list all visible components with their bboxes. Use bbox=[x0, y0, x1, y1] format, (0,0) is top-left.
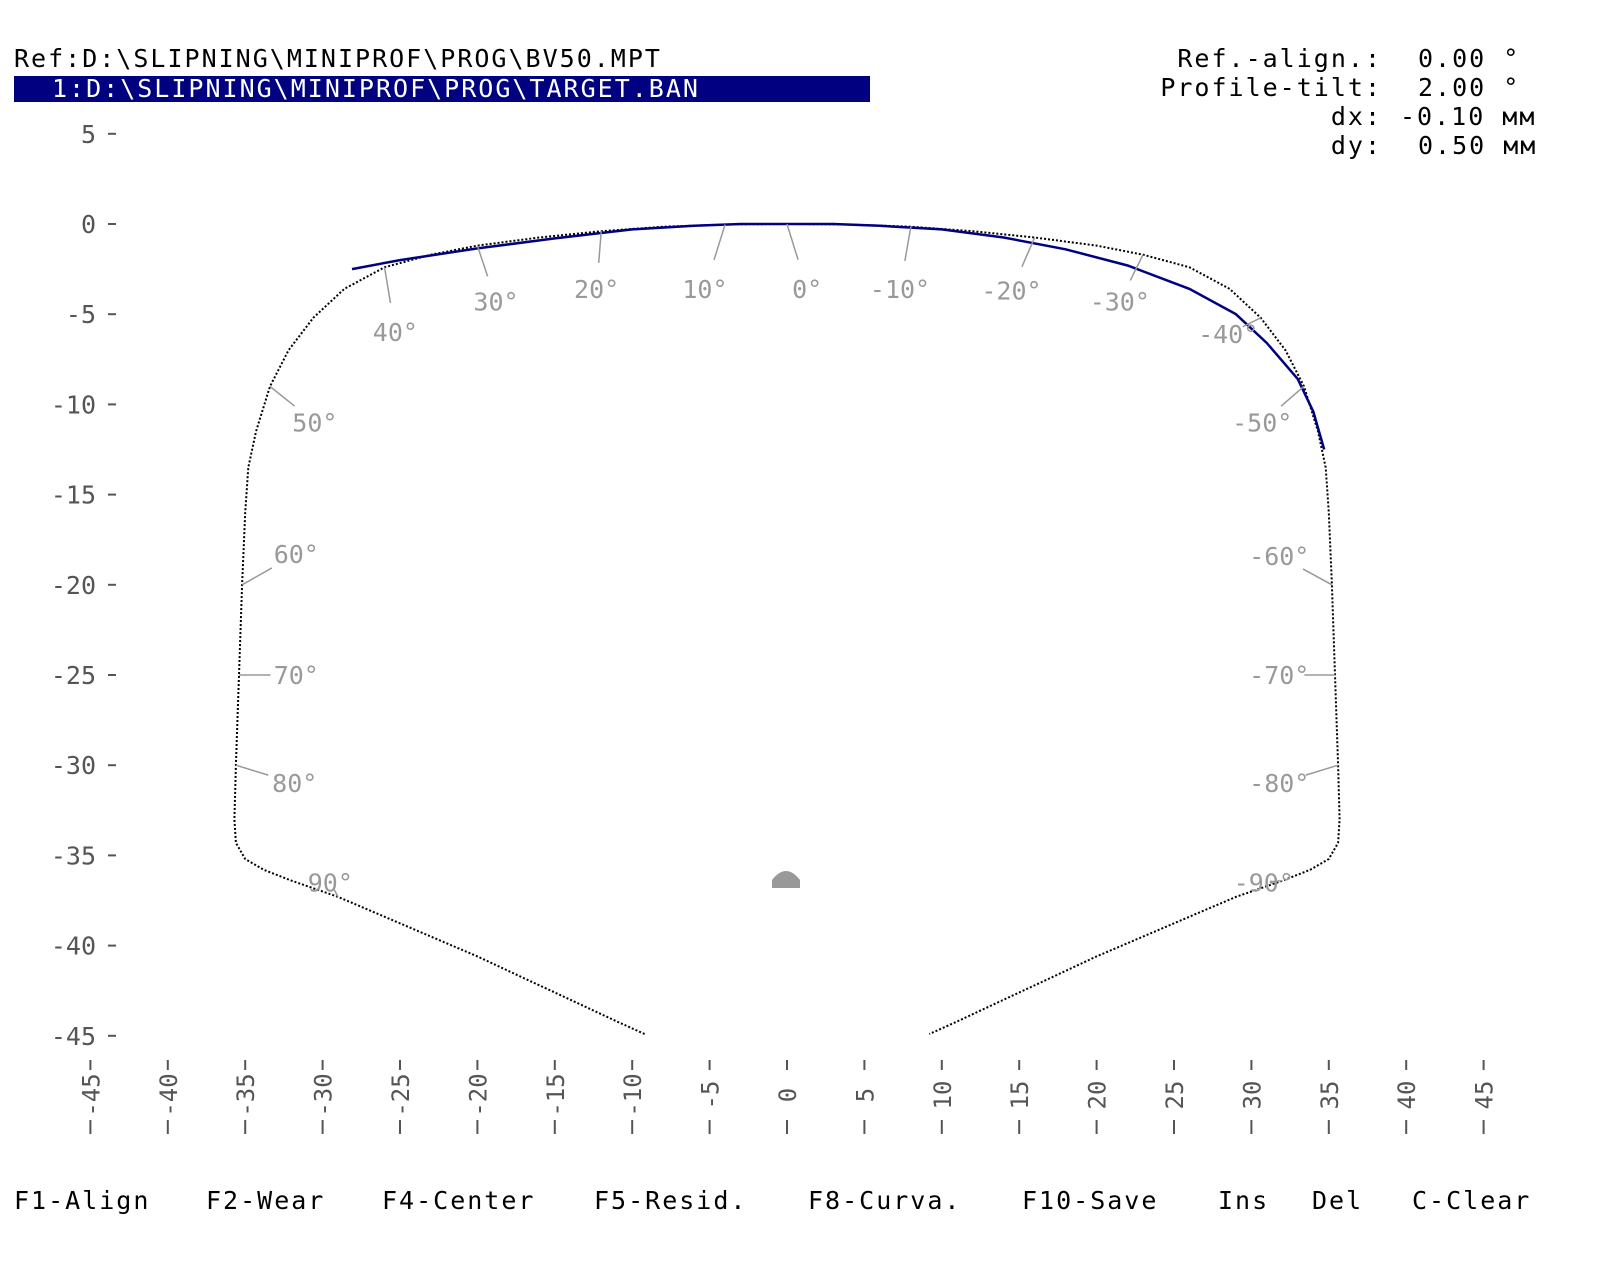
x-tick-label: 10 bbox=[929, 1081, 957, 1110]
angle-label: 90° bbox=[308, 868, 353, 897]
profile-tilt-label: Profile-tilt: bbox=[1160, 73, 1382, 102]
fkey-del[interactable]: Del bbox=[1312, 1186, 1364, 1215]
ref-align-value: 0.00 ° bbox=[1418, 44, 1521, 73]
angle-markers: 40° 30° 20° 10° 0° -10° -20° -30° -40° 50° -50° 60°… bbox=[235, 223, 1339, 898]
x-tick-label: -5 bbox=[697, 1081, 725, 1110]
reference-profile-line bbox=[233, 222, 1341, 1035]
x-tick-label: 45 bbox=[1471, 1081, 1499, 1110]
fkey-ins[interactable]: Ins bbox=[1218, 1186, 1270, 1215]
fkey-c-clear[interactable]: C-Clear bbox=[1412, 1186, 1532, 1215]
angle-tick bbox=[269, 385, 296, 407]
angle-label: 40° bbox=[373, 318, 418, 347]
angle-label: 0° bbox=[792, 275, 822, 304]
angle-label: -50° bbox=[1232, 408, 1292, 437]
y-tick-label: -5 bbox=[66, 300, 96, 329]
angle-label: 20° bbox=[574, 275, 619, 304]
angle-tick bbox=[1305, 764, 1339, 776]
x-tick-label: -25 bbox=[387, 1073, 415, 1116]
ref-align-label: Ref.-align.: bbox=[1177, 44, 1382, 73]
fkey-f4-center[interactable]: F4-Center bbox=[382, 1186, 536, 1215]
profile-tilt-value: 2.00 ° bbox=[1418, 73, 1521, 102]
angle-tick bbox=[1302, 568, 1333, 586]
dy-label: dy: bbox=[1330, 131, 1382, 160]
angle-label: 30° bbox=[473, 288, 518, 317]
x-tick-label: -15 bbox=[542, 1073, 570, 1116]
angle-label: 60° bbox=[274, 540, 319, 569]
angle-tick bbox=[241, 567, 273, 586]
angle-tick bbox=[1280, 385, 1305, 407]
x-tick-label: -45 bbox=[77, 1073, 105, 1116]
angle-tick bbox=[597, 231, 602, 264]
fkey-f8-curva[interactable]: F8-Curva. bbox=[808, 1186, 962, 1215]
x-tick-label: -20 bbox=[464, 1073, 492, 1116]
angle-tick bbox=[1272, 879, 1283, 883]
angle-tick bbox=[713, 224, 726, 261]
angle-tick bbox=[333, 888, 339, 898]
x-tick-label: 15 bbox=[1006, 1081, 1034, 1110]
measured-profile-line bbox=[351, 222, 1326, 450]
angle-label: -70° bbox=[1249, 661, 1309, 690]
angle-label: -40° bbox=[1198, 320, 1258, 349]
center-marker-icon bbox=[772, 871, 800, 888]
x-tick-label: -35 bbox=[232, 1073, 260, 1116]
y-tick-label: -45 bbox=[51, 1022, 96, 1051]
y-tick-label: 5 bbox=[81, 120, 96, 149]
current-file-path-selected[interactable]: 1:D:\SLIPNING\MINIPROF\PROG\TARGET.BAN bbox=[14, 76, 870, 102]
y-tick-label: 0 bbox=[81, 210, 96, 239]
angle-label: 50° bbox=[292, 408, 337, 437]
angle-label: -30° bbox=[1090, 288, 1150, 317]
angle-tick bbox=[904, 226, 912, 262]
function-key-bar: F1-Align F2-Wear F4-Center F5-Resid. F8-Curv… bbox=[0, 1186, 1600, 1222]
x-tick-label: 20 bbox=[1084, 1081, 1112, 1110]
x-tick-label: 25 bbox=[1161, 1081, 1189, 1110]
reference-file-path: Ref:D:\SLIPNING\MINIPROF\PROG\BV50.MPT bbox=[14, 44, 662, 73]
angle-tick bbox=[1242, 317, 1262, 328]
x-tick-label: -30 bbox=[310, 1073, 338, 1116]
angle-label: -60° bbox=[1249, 542, 1309, 571]
fkey-f1-align[interactable]: F1-Align bbox=[14, 1186, 151, 1215]
dx-value: -0.10 мм bbox=[1400, 102, 1537, 131]
y-tick-label: -20 bbox=[51, 571, 96, 600]
angle-tick bbox=[1129, 254, 1144, 281]
profile-plot: 5 0 -5 -10 -15 -20 -25 -30 -35 -40 -45 -45 -40 -35 -3… bbox=[51, 120, 1499, 1134]
angle-tick bbox=[476, 245, 489, 277]
x-axis: -45 -40 -35 -30 -25 -20 -15 -10 -5 0 5 10 15 20 25 30 35… bbox=[77, 1060, 1499, 1134]
y-axis: 5 0 -5 -10 -15 -20 -25 -30 -35 -40 -45 bbox=[51, 120, 116, 1051]
x-tick-label: 40 bbox=[1393, 1081, 1421, 1110]
angle-label: -80° bbox=[1249, 769, 1309, 798]
angle-label: -90° bbox=[1234, 868, 1294, 897]
angle-label: -20° bbox=[981, 277, 1041, 306]
y-tick-label: -15 bbox=[51, 481, 96, 510]
angle-label: 70° bbox=[274, 661, 319, 690]
fkey-f2-wear[interactable]: F2-Wear bbox=[206, 1186, 326, 1215]
fkey-f10-save[interactable]: F10-Save bbox=[1022, 1186, 1159, 1215]
dx-label: dx: bbox=[1330, 102, 1382, 131]
angle-tick bbox=[786, 223, 799, 260]
x-tick-label: -10 bbox=[619, 1073, 647, 1116]
y-tick-label: -30 bbox=[51, 751, 96, 780]
x-tick-label: 35 bbox=[1316, 1081, 1344, 1110]
x-tick-label: -40 bbox=[155, 1073, 183, 1116]
y-tick-label: -40 bbox=[51, 932, 96, 961]
angle-label: 10° bbox=[682, 275, 727, 304]
angle-tick bbox=[383, 267, 392, 304]
y-tick-label: -25 bbox=[51, 661, 96, 690]
y-tick-label: -10 bbox=[51, 390, 96, 419]
x-tick-label: 0 bbox=[774, 1088, 802, 1102]
x-tick-label: 5 bbox=[851, 1088, 879, 1102]
y-tick-label: -35 bbox=[51, 841, 96, 870]
x-tick-label: 30 bbox=[1238, 1081, 1266, 1110]
angle-tick bbox=[235, 764, 269, 776]
angle-label: 80° bbox=[272, 769, 317, 798]
angle-label: -10° bbox=[870, 275, 930, 304]
dy-value: 0.50 мм bbox=[1418, 131, 1538, 160]
fkey-f5-resid[interactable]: F5-Resid. bbox=[594, 1186, 748, 1215]
angle-tick bbox=[1021, 237, 1036, 268]
